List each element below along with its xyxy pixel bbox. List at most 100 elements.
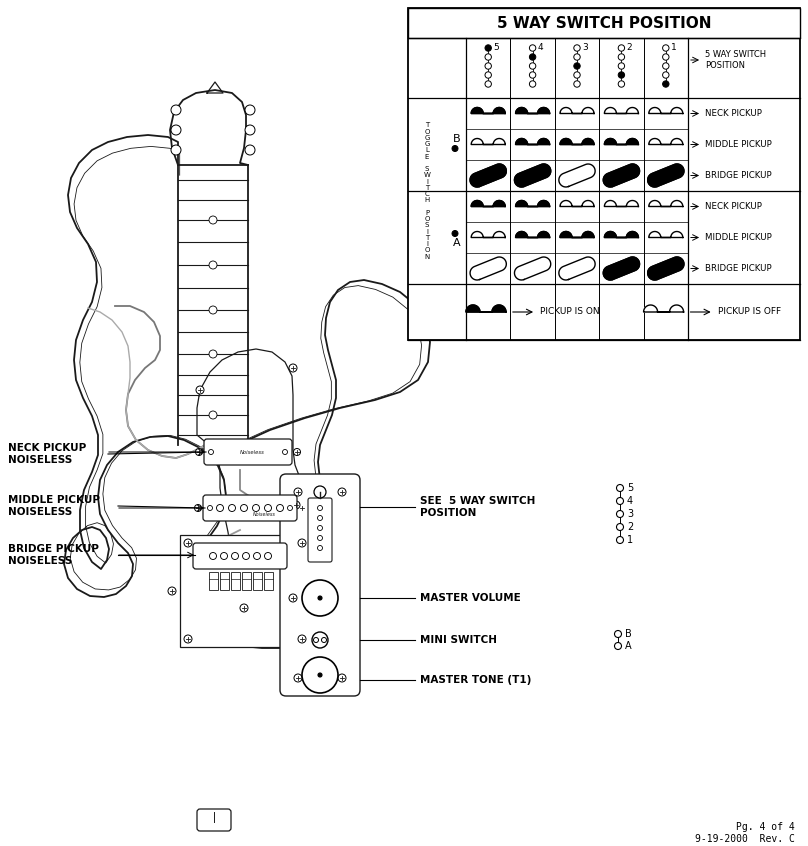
Polygon shape (604, 257, 639, 280)
Circle shape (209, 261, 217, 269)
Polygon shape (604, 232, 638, 238)
Text: NECK PICKUP
NOISELESS: NECK PICKUP NOISELESS (8, 442, 86, 465)
Circle shape (288, 506, 292, 510)
Polygon shape (560, 232, 594, 238)
Text: 2: 2 (627, 522, 633, 532)
Circle shape (221, 552, 228, 559)
Polygon shape (559, 164, 595, 187)
Circle shape (617, 524, 624, 530)
Polygon shape (471, 139, 505, 145)
Circle shape (302, 657, 338, 693)
Circle shape (485, 54, 491, 60)
Text: PICKUP IS ON: PICKUP IS ON (540, 307, 600, 316)
Circle shape (171, 145, 181, 155)
Polygon shape (515, 164, 551, 187)
Polygon shape (604, 107, 638, 113)
Circle shape (298, 504, 305, 512)
Polygon shape (471, 232, 505, 238)
Text: 4: 4 (537, 43, 543, 52)
Circle shape (298, 635, 306, 643)
Circle shape (618, 45, 625, 52)
Text: B: B (453, 134, 461, 144)
Text: MASTER VOLUME: MASTER VOLUME (420, 593, 520, 603)
Circle shape (529, 45, 536, 52)
Circle shape (184, 539, 192, 547)
Circle shape (318, 506, 322, 510)
Circle shape (168, 587, 176, 595)
Circle shape (217, 504, 224, 512)
Polygon shape (471, 107, 505, 113)
Circle shape (289, 364, 297, 372)
Text: NECK PICKUP: NECK PICKUP (705, 109, 762, 118)
Text: Pg. 4 of 4
9-19-2000  Rev. C: Pg. 4 of 4 9-19-2000 Rev. C (695, 822, 795, 843)
Text: 5: 5 (627, 483, 633, 493)
Text: A: A (453, 239, 461, 249)
Text: A: A (625, 641, 632, 651)
Circle shape (208, 449, 213, 454)
Text: 1: 1 (671, 43, 676, 52)
Polygon shape (516, 201, 549, 206)
Text: NECK PICKUP: NECK PICKUP (705, 202, 762, 211)
Circle shape (618, 54, 625, 60)
Polygon shape (560, 201, 594, 206)
Text: 5 WAY SWITCH POSITION: 5 WAY SWITCH POSITION (497, 15, 711, 30)
Polygon shape (648, 164, 684, 187)
Circle shape (264, 552, 271, 559)
Text: MIDDLE PICKUP: MIDDLE PICKUP (705, 233, 772, 242)
Circle shape (302, 580, 338, 616)
Text: SEE  5 WAY SWITCH
POSITION: SEE 5 WAY SWITCH POSITION (420, 496, 536, 519)
Text: 2: 2 (626, 43, 632, 52)
Circle shape (209, 216, 217, 224)
FancyBboxPatch shape (197, 809, 231, 831)
Circle shape (618, 63, 625, 69)
Bar (220, 572, 229, 590)
Text: PICKUP IS OFF: PICKUP IS OFF (718, 307, 781, 316)
Circle shape (208, 506, 213, 510)
Polygon shape (466, 305, 506, 312)
Circle shape (663, 72, 669, 78)
Polygon shape (604, 139, 638, 145)
Text: Noiseless: Noiseless (239, 451, 264, 455)
Text: B: B (625, 629, 632, 639)
Circle shape (485, 81, 491, 87)
Circle shape (298, 539, 306, 547)
Circle shape (245, 145, 255, 155)
Circle shape (209, 552, 217, 559)
Bar (242, 572, 250, 590)
Bar (230, 572, 239, 590)
Polygon shape (515, 257, 551, 280)
Text: MASTER TONE (T1): MASTER TONE (T1) (420, 675, 532, 685)
Text: 5: 5 (493, 43, 499, 52)
Polygon shape (649, 139, 683, 145)
Circle shape (663, 63, 669, 69)
Circle shape (485, 45, 491, 52)
Circle shape (196, 448, 203, 455)
Bar (252, 572, 262, 590)
Circle shape (529, 63, 536, 69)
Polygon shape (644, 305, 684, 312)
Text: 5 WAY SWITCH
POSITION: 5 WAY SWITCH POSITION (705, 50, 766, 69)
Circle shape (242, 552, 250, 559)
Circle shape (452, 146, 458, 151)
Circle shape (240, 604, 248, 612)
Polygon shape (516, 107, 549, 113)
Polygon shape (471, 201, 505, 206)
Circle shape (338, 674, 346, 682)
Circle shape (617, 497, 624, 504)
Circle shape (574, 63, 580, 69)
Circle shape (294, 674, 302, 682)
Text: 3: 3 (582, 43, 587, 52)
Circle shape (338, 488, 346, 496)
Polygon shape (604, 164, 639, 187)
Circle shape (314, 638, 318, 642)
Circle shape (617, 485, 624, 492)
Circle shape (171, 125, 181, 135)
Circle shape (615, 630, 621, 638)
Circle shape (617, 536, 624, 543)
Circle shape (293, 448, 301, 455)
Circle shape (318, 525, 322, 530)
Circle shape (283, 449, 288, 454)
Circle shape (663, 54, 669, 60)
Text: MINI SWITCH: MINI SWITCH (420, 635, 497, 645)
Text: T
O
G
G
L
E
 
S
W
I
T
C
H
 
P
O
S
I
T
I
O
N: T O G G L E S W I T C H P O S I T I O N (423, 123, 431, 260)
